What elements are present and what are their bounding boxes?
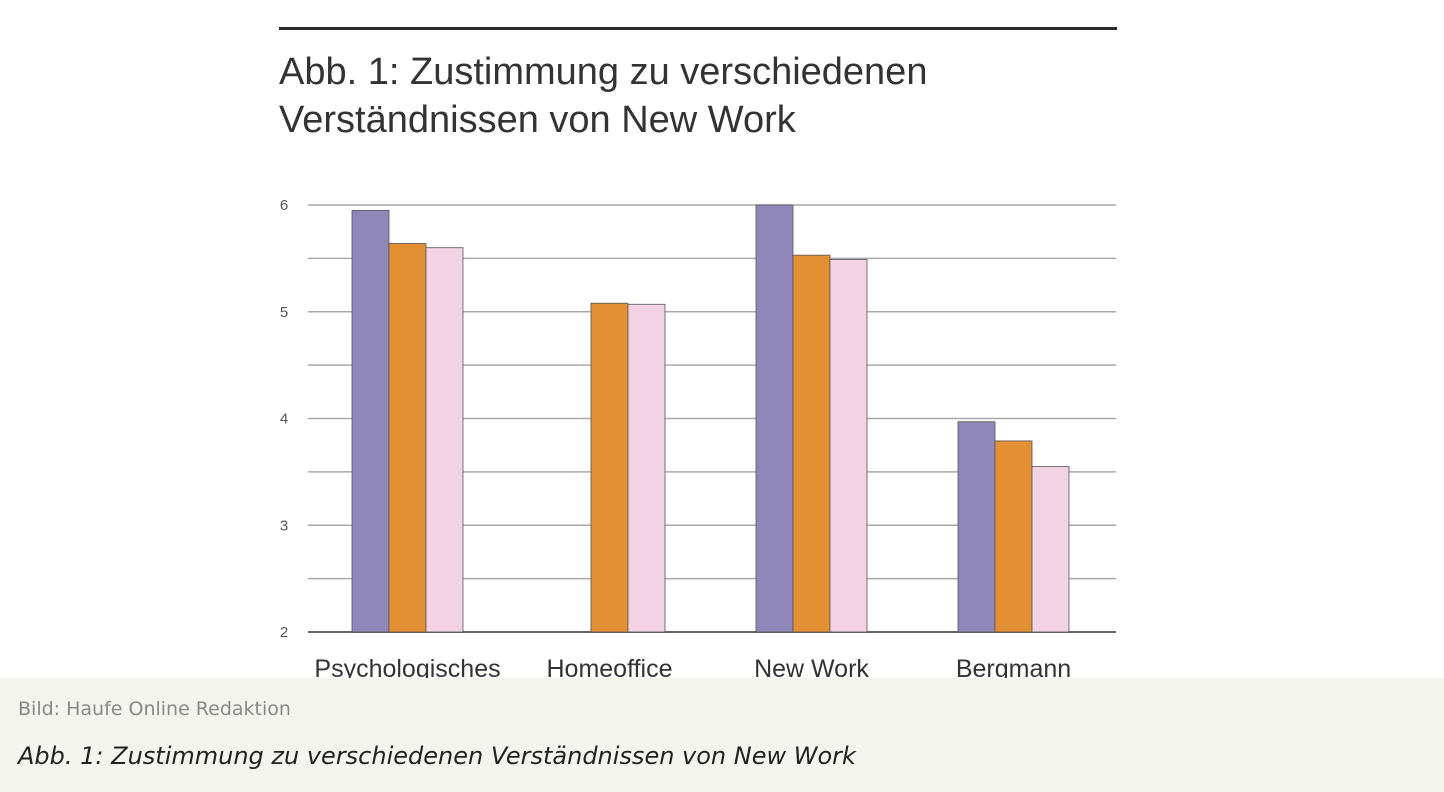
image-credit: Bild: Haufe Online Redaktion bbox=[18, 698, 291, 720]
bar bbox=[425, 247, 464, 633]
top-rule bbox=[279, 27, 1117, 30]
x-category-label: Bergmann bbox=[956, 655, 1071, 678]
x-category-label: Psychologisches bbox=[314, 655, 500, 678]
bar bbox=[388, 243, 427, 633]
bar bbox=[994, 440, 1033, 633]
x-axis-labels: Psychologisches Homeoffice New Work Bergman… bbox=[314, 655, 1071, 678]
x-category-label: New Work bbox=[754, 655, 869, 678]
bars bbox=[351, 204, 1070, 633]
chart-title-line-2: Verständnissen von New Work bbox=[279, 99, 796, 141]
chart-title: Abb. 1: Zustimmung zu verschiedenen Vers… bbox=[279, 48, 1099, 144]
bar bbox=[1031, 466, 1070, 633]
bar bbox=[590, 302, 629, 633]
figure-caption: Abb. 1: Zustimmung zu verschiedenen Vers… bbox=[18, 742, 856, 770]
bar bbox=[792, 254, 831, 633]
bar bbox=[755, 204, 794, 633]
y-tick-label: 2 bbox=[280, 624, 288, 641]
y-tick-label: 4 bbox=[280, 411, 288, 428]
y-axis-ticks: 2 3 4 5 6 bbox=[280, 197, 288, 641]
chart-title-line-1: Abb. 1: Zustimmung zu verschiedenen bbox=[279, 51, 928, 93]
x-category-label: Homeoffice bbox=[547, 655, 673, 678]
y-tick-label: 6 bbox=[280, 197, 288, 214]
bar bbox=[351, 209, 390, 633]
y-tick-label: 3 bbox=[280, 517, 288, 534]
bar-chart: 2 3 4 5 6 Psychologisches Homeoffice New Work B… bbox=[280, 197, 1116, 678]
bar bbox=[627, 303, 666, 633]
caption-box bbox=[0, 678, 1444, 792]
y-tick-label: 5 bbox=[280, 304, 288, 321]
chart-figure: Abb. 1: Zustimmung zu verschiedenen Vers… bbox=[279, 27, 1117, 678]
bar bbox=[957, 421, 996, 633]
bar bbox=[829, 259, 868, 633]
